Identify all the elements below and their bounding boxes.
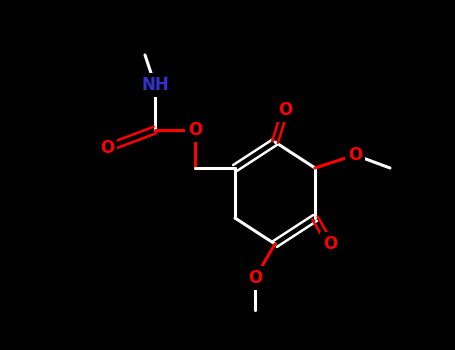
Text: O: O	[188, 121, 202, 139]
Text: O: O	[248, 269, 262, 287]
Text: O: O	[100, 139, 114, 157]
Text: O: O	[348, 146, 362, 164]
Text: NH: NH	[141, 76, 169, 94]
Text: O: O	[278, 101, 292, 119]
Text: O: O	[323, 235, 337, 253]
